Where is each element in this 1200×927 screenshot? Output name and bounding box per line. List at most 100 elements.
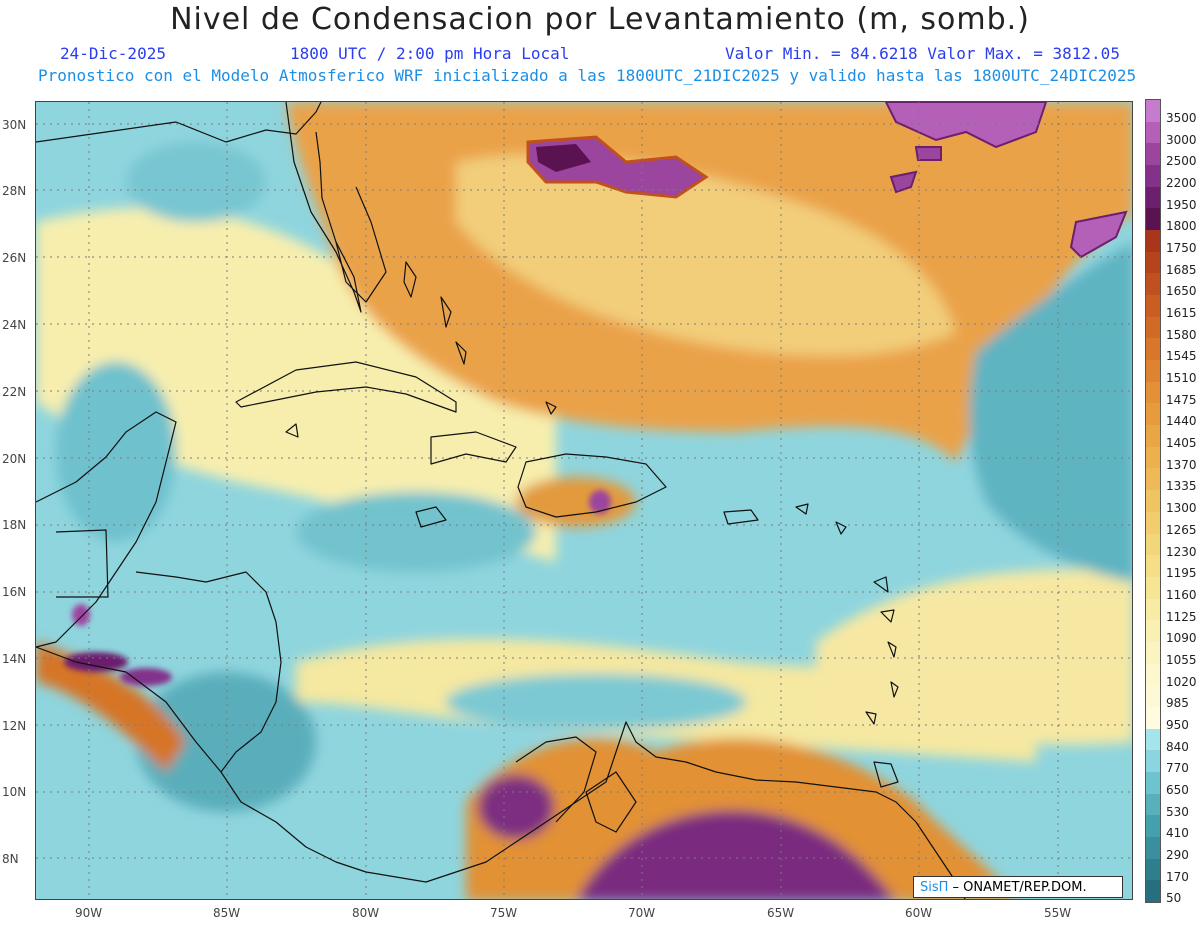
colorbar-cell	[1146, 186, 1160, 209]
colorbar-cell	[1146, 403, 1160, 426]
lon-label: 80W	[352, 906, 380, 920]
colorbar-cell	[1146, 381, 1160, 404]
colorbar-label: 1685	[1166, 262, 1197, 277]
colorbar-label: 950	[1166, 717, 1189, 732]
credit-brand: SisΠ	[920, 880, 949, 895]
colorbar-label: 2500	[1166, 154, 1197, 169]
lon-label: 85W	[213, 906, 241, 920]
colorbar-label: 1125	[1166, 609, 1197, 624]
colorbar-cell	[1146, 880, 1160, 903]
colorbar-cell	[1146, 360, 1160, 383]
colorbar-cell	[1146, 273, 1160, 296]
map-canvas	[36, 102, 1132, 899]
colorbar-cell	[1146, 100, 1160, 123]
colorbar-label: 1800	[1166, 219, 1197, 234]
credit-text: – ONAMET/REP.DOM.	[948, 880, 1087, 895]
lon-label: 65W	[767, 906, 795, 920]
colorbar-cell	[1146, 468, 1160, 491]
colorbar-cell	[1146, 490, 1160, 513]
colorbar-cell	[1146, 121, 1160, 144]
colorbar-cell	[1146, 555, 1160, 578]
colorbar-label: 1510	[1166, 371, 1197, 386]
lat-label: 12N	[2, 719, 27, 733]
colorbar-cell	[1146, 576, 1160, 600]
time-label: 1800 UTC / 2:00 pm Hora Local	[290, 44, 570, 63]
colorbar-label: 290	[1166, 847, 1189, 862]
colorbar-cell	[1146, 815, 1160, 838]
lat-label: 30N	[2, 118, 27, 132]
colorbar-cell	[1146, 511, 1160, 534]
colorbar-label: 1230	[1166, 544, 1197, 559]
colorbar-cell	[1146, 641, 1160, 665]
colorbar-cell	[1146, 295, 1160, 318]
colorbar-label: 1950	[1166, 197, 1197, 212]
colorbar-label: 1160	[1166, 587, 1197, 602]
colorbar-label: 1090	[1166, 631, 1197, 646]
lat-label: 18N	[2, 518, 27, 532]
colorbar-cell	[1146, 793, 1160, 816]
colorbar-cell	[1146, 771, 1160, 795]
colorbar-label: 50	[1166, 891, 1182, 906]
colorbar-label: 2200	[1166, 176, 1197, 191]
colorbar-label: 410	[1166, 826, 1189, 841]
colorbar-label: 170	[1166, 869, 1189, 884]
credit-badge: SisΠ – ONAMET/REP.DOM.	[913, 876, 1123, 898]
lat-label: 20N	[2, 452, 27, 466]
lon-label: 55W	[1044, 906, 1072, 920]
colorbar-cell	[1146, 251, 1160, 274]
colorbar-cell	[1146, 316, 1160, 339]
lat-label: 28N	[2, 184, 27, 198]
forecast-map	[35, 101, 1133, 900]
colorbar-cell	[1146, 706, 1160, 730]
colorbar-label: 1440	[1166, 414, 1197, 429]
colorbar-label: 1335	[1166, 479, 1197, 494]
lon-label: 75W	[490, 906, 518, 920]
colorbar-cell	[1146, 836, 1160, 860]
colorbar-label: 1020	[1166, 674, 1197, 689]
model-info-label: Pronostico con el Modelo Atmosferico WRF…	[38, 66, 1137, 85]
colorbar-label: 1195	[1166, 566, 1197, 581]
lat-label: 16N	[2, 585, 27, 599]
colorbar-cell	[1146, 208, 1160, 231]
colorbar-label: 770	[1166, 761, 1189, 776]
colorbar-cell	[1146, 533, 1160, 556]
colorbar-label: 1545	[1166, 349, 1197, 364]
lat-label: 10N	[2, 785, 27, 799]
map-title: Nivel de Condensacion por Levantamiento …	[170, 2, 1030, 37]
lat-label: 8N	[2, 852, 19, 866]
colorbar-label: 3000	[1166, 132, 1197, 147]
colorbar	[1145, 99, 1161, 903]
colorbar-label: 1055	[1166, 652, 1197, 667]
colorbar-cell	[1146, 685, 1160, 708]
colorbar-label: 1370	[1166, 457, 1197, 472]
colorbar-cell	[1146, 728, 1160, 751]
colorbar-label: 1265	[1166, 522, 1197, 537]
colorbar-cell	[1146, 165, 1160, 188]
colorbar-cell	[1146, 858, 1160, 881]
colorbar-cell	[1146, 425, 1160, 448]
lon-label: 90W	[75, 906, 103, 920]
colorbar-label: 650	[1166, 782, 1189, 797]
colorbar-label: 1580	[1166, 327, 1197, 342]
colorbar-cell	[1146, 598, 1160, 621]
colorbar-label: 530	[1166, 804, 1189, 819]
colorbar-cell	[1146, 750, 1160, 773]
colorbar-cell	[1146, 663, 1160, 686]
date-label: 24-Dic-2025	[60, 44, 166, 63]
lon-label: 70W	[628, 906, 656, 920]
colorbar-label: 840	[1166, 739, 1189, 754]
colorbar-cell	[1146, 230, 1160, 253]
colorbar-cell	[1146, 143, 1160, 166]
colorbar-label: 1475	[1166, 392, 1197, 407]
colorbar-label: 1300	[1166, 501, 1197, 516]
colorbar-label: 3500	[1166, 111, 1197, 125]
min-max-label: Valor Min. = 84.6218 Valor Max. = 3812.0…	[725, 44, 1120, 63]
lon-label: 60W	[905, 906, 933, 920]
colorbar-cell	[1146, 620, 1160, 643]
lat-label: 14N	[2, 652, 27, 666]
colorbar-label: 1650	[1166, 284, 1197, 299]
colorbar-label: 1405	[1166, 436, 1197, 451]
colorbar-label: 1750	[1166, 241, 1197, 256]
colorbar-label: 985	[1166, 696, 1189, 711]
colorbar-cell	[1146, 446, 1160, 469]
